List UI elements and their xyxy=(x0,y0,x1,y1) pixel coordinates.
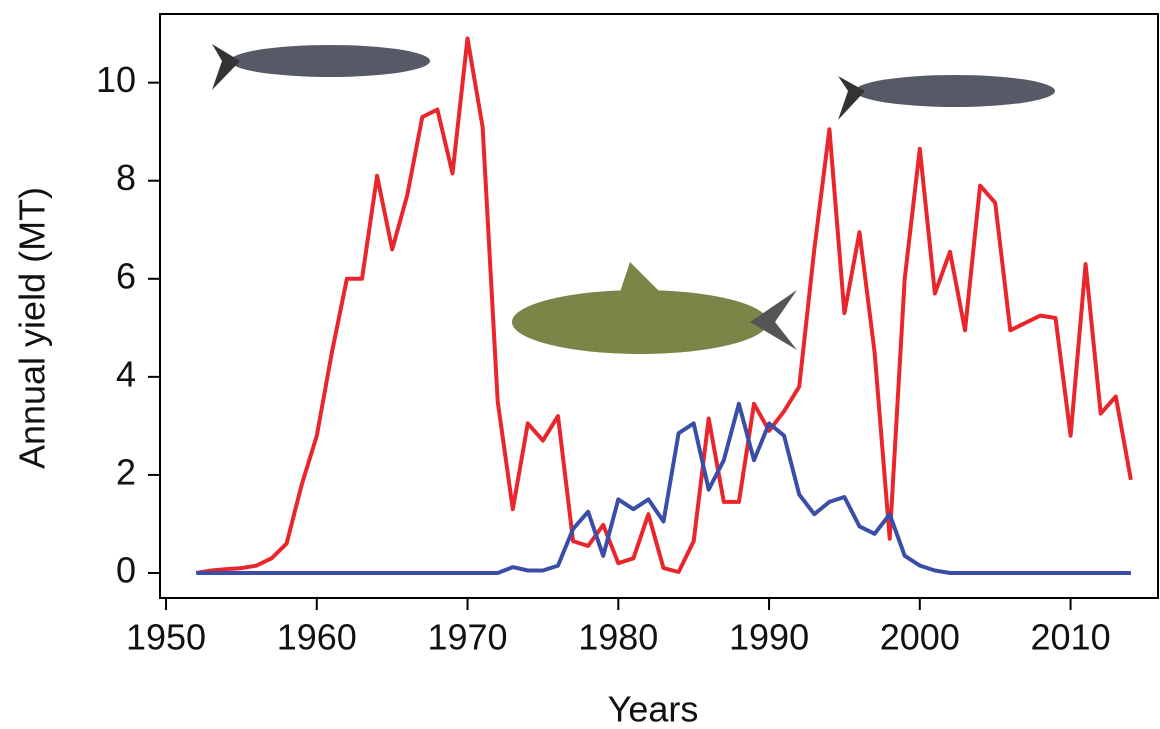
y-tick-label: 2 xyxy=(116,451,136,492)
y-tick-label: 8 xyxy=(116,157,136,198)
x-tick-label: 1950 xyxy=(126,617,206,658)
series-line xyxy=(196,401,1131,575)
y-tick-label: 6 xyxy=(116,255,136,296)
x-axis-label: Years xyxy=(608,689,699,729)
series-line xyxy=(195,36,1133,575)
plot-frame xyxy=(159,13,1159,599)
x-tick-label: 1980 xyxy=(578,617,658,658)
y-tick-label: 10 xyxy=(96,59,136,100)
x-tick-label: 2000 xyxy=(880,617,960,658)
x-tick-label: 1990 xyxy=(729,617,809,658)
x-tick-label: 1970 xyxy=(427,617,507,658)
y-tick-label: 4 xyxy=(116,353,136,394)
x-tick-label: 1960 xyxy=(277,617,357,658)
y-tick-label: 0 xyxy=(116,550,136,591)
fish-top-right xyxy=(838,75,1055,120)
x-tick-label: 2010 xyxy=(1031,617,1111,658)
y-axis-label: Annual yield (MT) xyxy=(12,187,53,469)
fish-top-left xyxy=(212,44,430,90)
fish-middle xyxy=(512,262,797,354)
